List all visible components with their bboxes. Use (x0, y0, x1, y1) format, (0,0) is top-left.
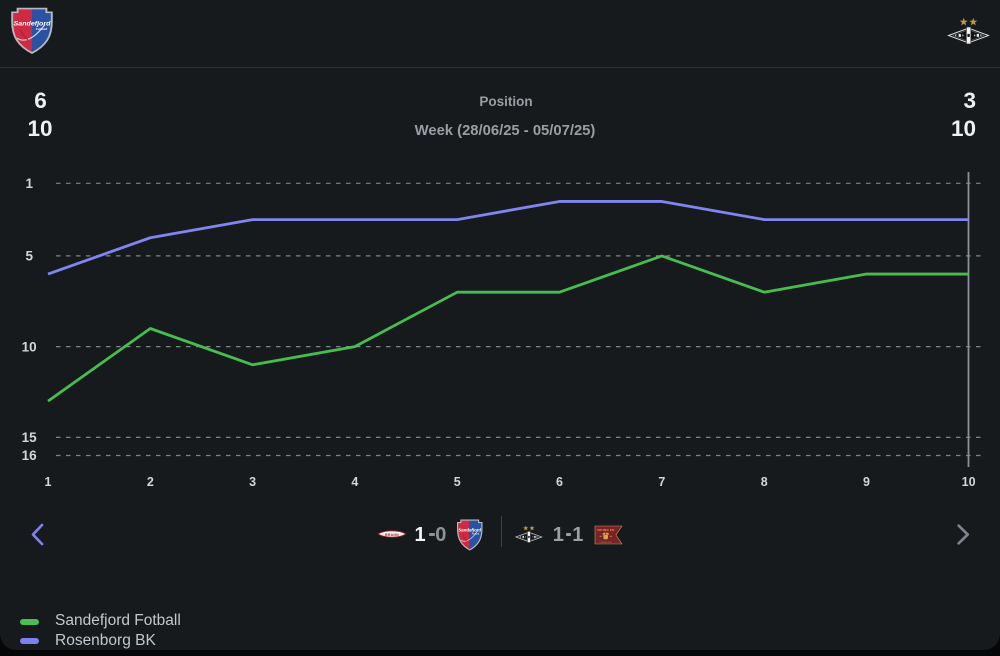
svg-text:5: 5 (25, 249, 33, 264)
svg-text:VIKING FK: VIKING FK (597, 528, 615, 532)
svg-text:1: 1 (25, 176, 33, 191)
svg-text:16: 16 (22, 448, 38, 463)
svg-text:1: 1 (45, 475, 52, 489)
svg-text:4: 4 (351, 475, 358, 489)
svg-text:15: 15 (22, 430, 38, 445)
svg-text:6: 6 (556, 475, 563, 489)
svg-text:2: 2 (147, 475, 154, 489)
svg-text:9: 9 (863, 475, 870, 489)
svg-text:8: 8 (761, 475, 768, 489)
svg-text:10: 10 (962, 475, 976, 489)
svg-text:10: 10 (22, 339, 37, 354)
svg-text:STAVANGER: STAVANGER (598, 541, 611, 544)
svg-text:3: 3 (249, 475, 256, 489)
svg-text:BRANN: BRANN (385, 533, 399, 537)
svg-text:7: 7 (658, 475, 665, 489)
svg-text:5: 5 (454, 475, 461, 489)
